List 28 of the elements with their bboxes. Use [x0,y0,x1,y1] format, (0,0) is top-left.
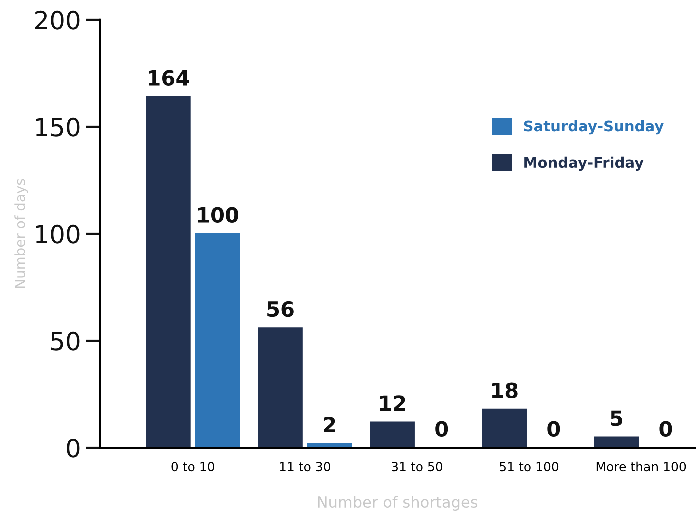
x-tick-label: 31 to 50 [392,462,443,472]
y-tick-label: 0 [67,438,80,458]
y-tick-label: 200 [35,10,80,30]
x-tick-label: 51 to 100 [500,462,559,472]
data-label: 56 [268,301,294,318]
legend-label: Monday-Friday [524,156,644,172]
data-label: 0 [548,421,560,438]
y-tick-label: 150 [36,118,80,137]
data-label: 12 [380,396,406,412]
y-tick-label: 50 [51,332,80,351]
data-label: 0 [660,421,672,438]
bar [594,436,640,448]
data-label: 164 [149,70,190,86]
bar [482,408,528,448]
bar [370,422,415,448]
x-tick-label: 0 to 10 [172,462,214,472]
data-label: 18 [492,382,518,398]
data-label: 5 [611,410,622,426]
data-label: 0 [436,421,448,438]
data-label: 2 [324,416,336,432]
bar [258,328,303,448]
data-label: 100 [198,207,239,224]
y-tick-label: 100 [36,224,80,244]
x-tick-label: 11 to 30 [280,462,330,472]
legend-label: Saturday-Sunday [524,120,664,135]
bar [195,233,240,448]
x-tick-label: More than 100 [596,462,686,472]
bar [146,96,191,448]
